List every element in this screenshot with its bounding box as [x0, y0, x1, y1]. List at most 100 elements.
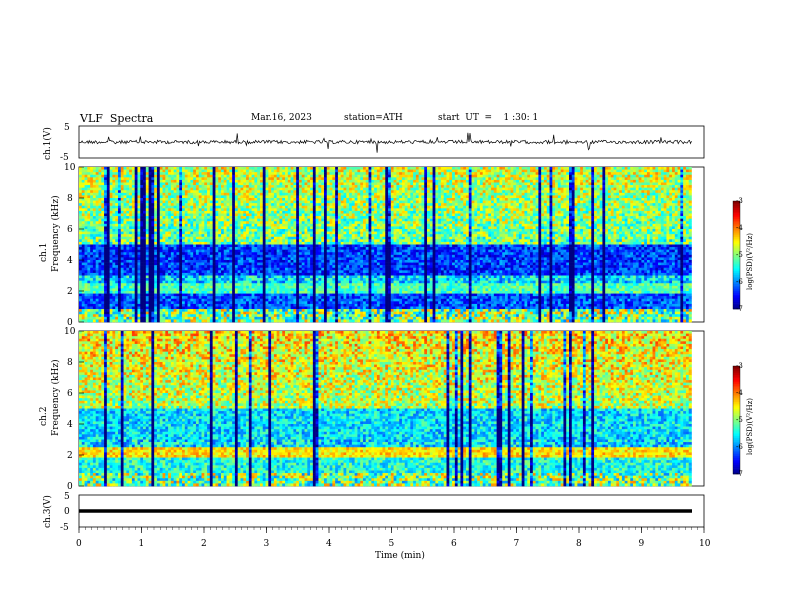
- spectrogram-cell: [193, 188, 196, 191]
- spectrogram-cell: [524, 195, 527, 198]
- spectrogram-cell: [215, 198, 218, 201]
- spectrogram-cell: [460, 195, 463, 198]
- spectrogram-cell: [240, 219, 243, 222]
- spectrogram-cell: [572, 195, 575, 198]
- spectrogram-cell: [424, 216, 427, 219]
- spectrogram-cell: [586, 198, 589, 201]
- spectrogram-cell: [588, 208, 591, 211]
- spectrogram-cell: [215, 170, 218, 173]
- spectrogram-cell: [143, 195, 146, 198]
- spectrogram-cell: [399, 219, 402, 222]
- spectrogram-cell: [85, 216, 88, 219]
- spectrogram-cell: [463, 211, 466, 214]
- spectrogram-cell: [355, 198, 358, 201]
- spectrogram-cell: [349, 170, 352, 173]
- spectrogram-cell: [371, 190, 374, 193]
- spectrogram-cell: [597, 188, 600, 191]
- spectrogram-cell: [536, 214, 539, 217]
- spectrogram-cell: [460, 172, 463, 175]
- spectrogram-cell: [349, 214, 352, 217]
- spectrogram-cell: [266, 203, 269, 206]
- spectrogram-cell: [516, 221, 519, 224]
- spectrogram-cell: [380, 175, 383, 178]
- spectrogram-cell: [655, 193, 658, 196]
- spectrogram-cell: [98, 206, 101, 209]
- spectrogram-cell: [293, 221, 296, 224]
- spectrogram-cell: [455, 183, 458, 186]
- spectrogram-cell: [346, 211, 349, 214]
- spectrogram-cell: [653, 170, 656, 173]
- spectrogram-cell: [382, 172, 385, 175]
- spectrogram-cell: [666, 206, 669, 209]
- spectrogram-cell: [360, 206, 363, 209]
- spectrogram-cell: [98, 203, 101, 206]
- spectrogram-cell: [516, 203, 519, 206]
- spectrogram-cell: [505, 201, 508, 204]
- spectrogram-cell: [402, 185, 405, 188]
- spectrogram-cell: [235, 198, 238, 201]
- spectrogram-cell: [260, 167, 263, 170]
- spectrogram-cell: [124, 193, 127, 196]
- spectrogram-cell: [396, 224, 399, 227]
- spectrogram-cell: [349, 206, 352, 209]
- spectrogram-cell: [586, 214, 589, 217]
- spectrogram-cell: [410, 167, 413, 170]
- spectrogram-cell: [561, 175, 564, 178]
- spectrogram-cell: [399, 211, 402, 214]
- spectrogram-cell: [619, 206, 622, 209]
- spectrogram-cell: [388, 180, 391, 183]
- spectrogram-cell: [263, 214, 266, 217]
- spectrogram-cell: [402, 219, 405, 222]
- spectrogram-cell: [371, 170, 374, 173]
- spectrogram-cell: [547, 190, 550, 193]
- spectrogram-cell: [104, 214, 107, 217]
- spectrogram-cell: [257, 219, 260, 222]
- spectrogram-cell: [165, 193, 168, 196]
- spectrogram-cell: [405, 180, 408, 183]
- spectrogram-cell: [522, 193, 525, 196]
- spectrogram-cell: [530, 185, 533, 188]
- spectrogram-cell: [227, 188, 230, 191]
- spectrogram-cell: [163, 221, 166, 224]
- spectrogram-cell: [641, 175, 644, 178]
- spectrogram-cell: [533, 188, 536, 191]
- spectrogram-cell: [444, 195, 447, 198]
- spectrogram-cell: [388, 206, 391, 209]
- spectrogram-cell: [129, 167, 132, 170]
- spectrogram-cell: [204, 216, 207, 219]
- spectrogram-cell: [338, 201, 341, 204]
- spectrogram-cell: [171, 214, 174, 217]
- spectrogram-cell: [349, 219, 352, 222]
- spectrogram-cell: [583, 190, 586, 193]
- spectrogram-cell: [107, 208, 110, 211]
- spectrogram-cell: [580, 216, 583, 219]
- spectrogram-cell: [666, 170, 669, 173]
- spectrogram-cell: [101, 177, 104, 180]
- spectrogram-cell: [246, 219, 249, 222]
- spectrogram-cell: [176, 206, 179, 209]
- spectrogram-cell: [240, 185, 243, 188]
- spectrogram-cell: [477, 183, 480, 186]
- spectrogram-cell: [485, 219, 488, 222]
- spectrogram-cell: [455, 211, 458, 214]
- spectrogram-cell: [126, 175, 129, 178]
- spectrogram-cell: [274, 214, 277, 217]
- spectrogram-cell: [346, 190, 349, 193]
- spectrogram-cell: [533, 216, 536, 219]
- spectrogram-cell: [185, 175, 188, 178]
- spectrogram-cell: [327, 175, 330, 178]
- spectrogram-cell: [466, 180, 469, 183]
- spectrogram-cell: [252, 190, 255, 193]
- spectrogram-cell: [611, 203, 614, 206]
- spectrogram-cell: [140, 211, 143, 214]
- spectrogram-cell: [118, 180, 121, 183]
- spectrogram-cell: [221, 193, 224, 196]
- spectrogram-cell: [577, 177, 580, 180]
- spectrogram-cell: [341, 172, 344, 175]
- spectrogram-cell: [335, 185, 338, 188]
- spectrogram-cell: [146, 175, 149, 178]
- spectrogram-cell: [257, 170, 260, 173]
- spectrogram-cell: [79, 188, 82, 191]
- spectrogram-cell: [352, 224, 355, 227]
- spectrogram-cell: [572, 175, 575, 178]
